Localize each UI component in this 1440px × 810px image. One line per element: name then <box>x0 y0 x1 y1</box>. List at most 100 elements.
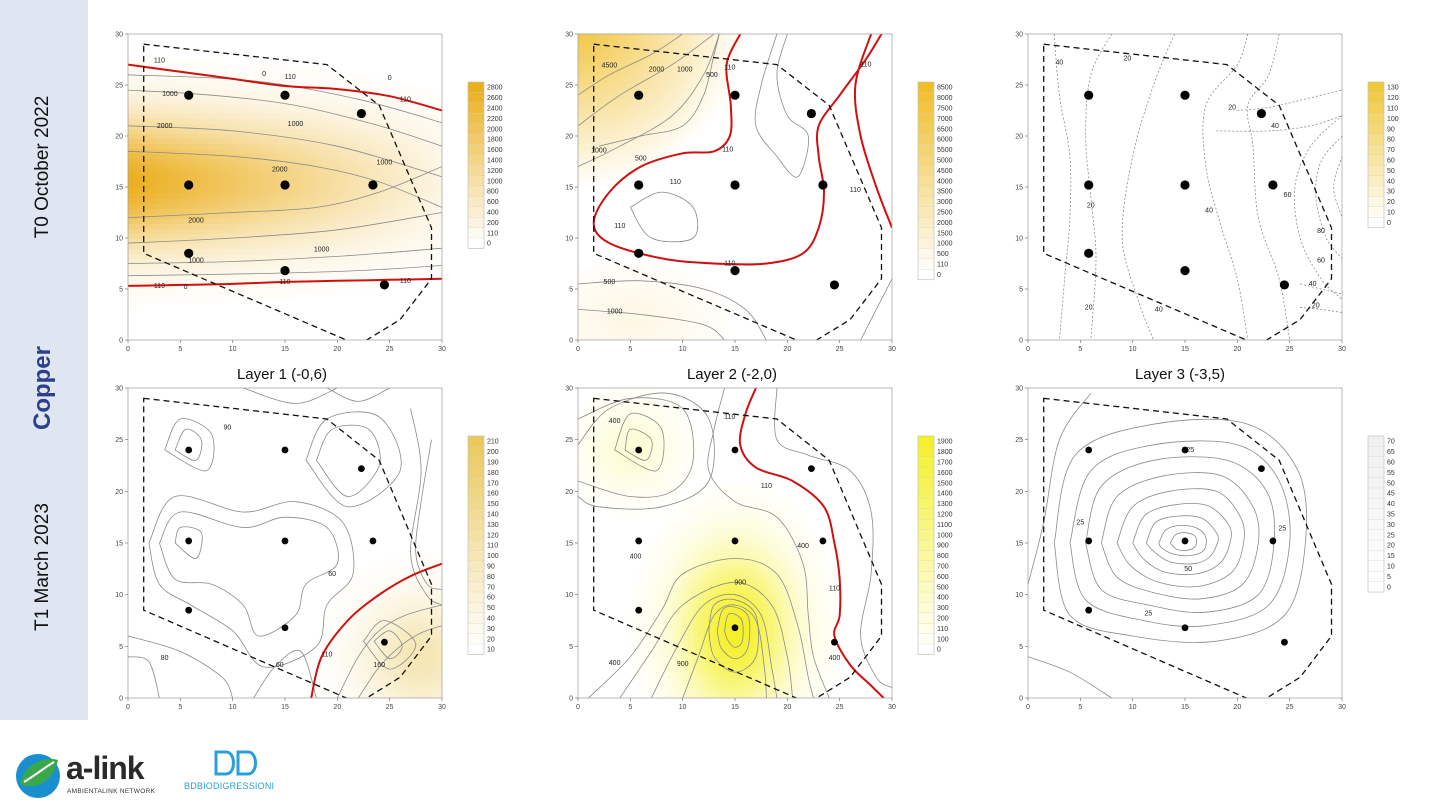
shading-cell <box>338 79 344 85</box>
shading-cell <box>398 134 404 140</box>
shading-cell <box>223 129 229 135</box>
shading-cell <box>373 673 379 679</box>
shading-cell <box>658 304 664 310</box>
shading-cell <box>243 94 249 100</box>
shading-cell <box>653 44 659 50</box>
shading-cell <box>583 334 589 340</box>
shading-cell <box>613 264 619 270</box>
shading-cell <box>228 279 234 285</box>
shading-cell <box>593 84 599 90</box>
shading-cell <box>363 84 369 90</box>
shading-cell <box>293 99 299 105</box>
shading-cell <box>228 249 234 255</box>
shading-cell <box>423 149 429 155</box>
shading-cell <box>233 169 239 175</box>
sample-point <box>1084 248 1094 258</box>
shading-cell <box>188 189 194 195</box>
shading-cell <box>603 174 609 180</box>
shading-cell <box>628 334 634 340</box>
shading-cell <box>668 304 674 310</box>
shading-cell <box>183 134 189 140</box>
shading-cell <box>228 234 234 240</box>
shading-cell <box>428 593 434 599</box>
shading-cell <box>213 154 219 160</box>
shading-cell <box>633 304 639 310</box>
shading-cell <box>198 129 204 135</box>
shading-cell <box>203 114 209 120</box>
shading-cell <box>428 578 434 584</box>
shading-cell <box>128 69 134 75</box>
shading-cell <box>363 204 369 210</box>
shading-cell <box>613 164 619 170</box>
shading-cell <box>408 254 414 260</box>
shading-cell <box>153 234 159 240</box>
shading-cell <box>623 79 629 85</box>
shading-cell <box>258 204 264 210</box>
shading-cell <box>623 54 629 60</box>
shading-cell <box>578 334 584 340</box>
shading-cell <box>583 34 589 40</box>
shading-cell <box>658 299 664 305</box>
shading-cell <box>178 59 184 65</box>
shading-cell <box>253 129 259 135</box>
shading-cell <box>158 94 164 100</box>
shading-cell <box>358 673 364 679</box>
shading-cell <box>243 149 249 155</box>
shading-cell <box>333 678 339 684</box>
shading-cell <box>653 39 659 45</box>
shading-cell <box>178 249 184 255</box>
shading-cell <box>643 89 649 95</box>
shading-cell <box>318 653 324 659</box>
shading-cell <box>648 79 654 85</box>
shading-cell <box>138 94 144 100</box>
shading-cell <box>588 169 594 175</box>
shading-cell <box>203 294 209 300</box>
shading-cell <box>163 284 169 290</box>
shading-cell <box>403 119 409 125</box>
shading-cell <box>288 229 294 235</box>
shading-cell <box>253 154 259 160</box>
shading-cell <box>423 553 429 559</box>
shading-cell <box>158 74 164 80</box>
shading-cell <box>258 129 264 135</box>
shading-cell <box>638 134 644 140</box>
shading-cell <box>348 89 354 95</box>
contour-label: 60 <box>1317 257 1325 264</box>
shading-cell <box>373 583 379 589</box>
shading-cell <box>703 324 709 330</box>
shading-cell <box>593 174 599 180</box>
shading-cell <box>158 109 164 115</box>
shading-cell <box>638 129 644 135</box>
shading-cell <box>283 229 289 235</box>
shading-cell <box>368 683 374 689</box>
colorbar-label: 3000 <box>937 199 953 206</box>
shading-cell <box>708 309 714 315</box>
shading-cell <box>298 184 304 190</box>
shading-cell <box>583 79 589 85</box>
shading-cell <box>238 244 244 250</box>
shading-cell <box>353 633 359 639</box>
shading-cell <box>373 254 379 260</box>
shading-cell <box>343 234 349 240</box>
shading-cell <box>383 184 389 190</box>
shading-cell <box>328 144 334 150</box>
shading-cell <box>393 114 399 120</box>
shading-cell <box>633 39 639 45</box>
shading-cell <box>263 189 269 195</box>
shading-cell <box>633 44 639 50</box>
shading-cell <box>623 99 629 105</box>
shading-cell <box>278 259 284 265</box>
shading-cell <box>203 74 209 80</box>
shading-cell <box>363 264 369 270</box>
shading-cell <box>663 124 669 130</box>
shading-cell <box>413 244 419 250</box>
shading-cell <box>398 598 404 604</box>
shading-cell <box>233 284 239 290</box>
shading-cell <box>718 334 724 340</box>
contour-line <box>1121 34 1175 340</box>
shading-cell <box>228 104 234 110</box>
shading-cell <box>383 673 389 679</box>
shading-cell <box>598 124 604 130</box>
shading-cell <box>298 154 304 160</box>
shading-cell <box>273 74 279 80</box>
